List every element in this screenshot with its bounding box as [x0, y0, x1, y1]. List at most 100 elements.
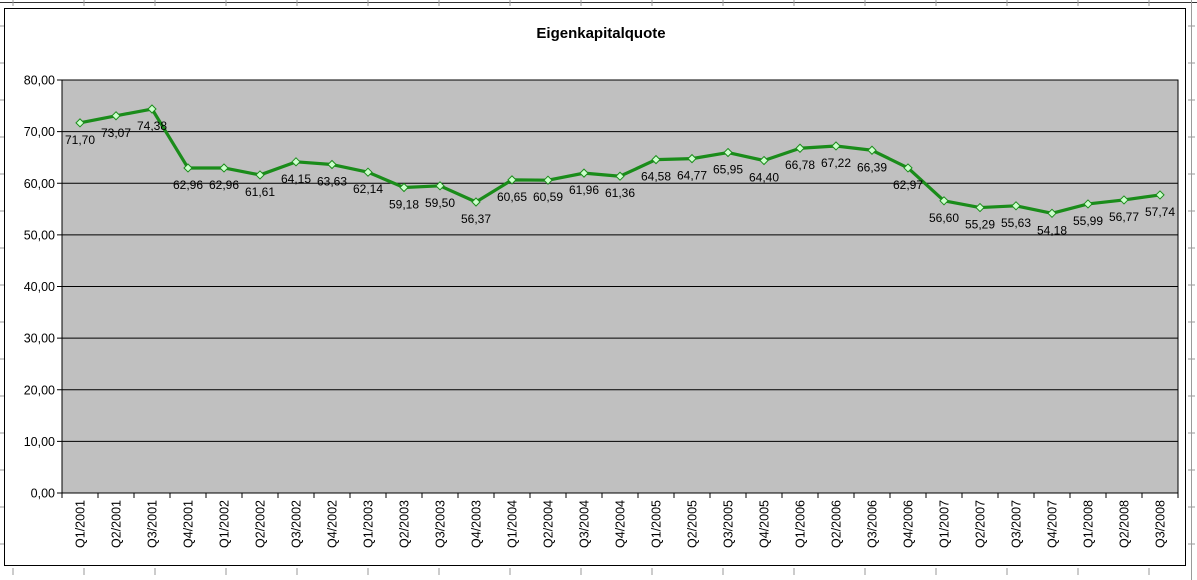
data-point-marker — [327, 159, 337, 170]
x-tick-label: Q3/2004 — [578, 500, 592, 548]
data-point-marker — [687, 153, 697, 164]
data-point-label: 71,70 — [65, 133, 95, 147]
data-point-marker — [1083, 199, 1093, 209]
x-axis: Q1/2001 Q2/2001 Q3/2001 Q4/2001 Q1/2002 Q2/20… — [61, 493, 1179, 548]
data-point-label: 61,61 — [245, 185, 275, 199]
data-point-marker — [759, 155, 769, 166]
data-point-label: 62,96 — [209, 178, 239, 192]
data-point-marker — [903, 163, 913, 173]
x-tick-label: Q1/2006 — [794, 500, 808, 548]
data-point-label: 54,18 — [1037, 223, 1067, 237]
data-point-marker — [435, 181, 445, 191]
x-tick-label: Q3/2008 — [1154, 500, 1168, 548]
x-tick-label: Q4/2005 — [758, 500, 772, 548]
data-point-label: 61,96 — [569, 183, 599, 197]
data-point-marker — [939, 196, 949, 206]
y-axis: 0,00 10,00 20,00 30,00 40,00 50,00 60,00 70,00 8… — [24, 74, 62, 501]
x-tick-label: Q2/2003 — [398, 500, 412, 548]
y-tick-label: 50,00 — [24, 228, 55, 242]
data-point-label: 64,58 — [641, 170, 671, 184]
data-point-label: 61,36 — [605, 186, 635, 200]
data-point-label: 63,63 — [317, 175, 347, 189]
x-tick-label: Q1/2001 — [74, 500, 88, 548]
data-point-marker — [399, 182, 409, 193]
data-point-label: 66,78 — [785, 158, 815, 172]
data-point-marker — [363, 167, 373, 177]
x-tick-label: Q3/2006 — [866, 500, 880, 548]
x-tick-label: Q4/2007 — [1046, 500, 1060, 548]
data-point-marker — [471, 197, 481, 207]
x-tick-label: Q3/2001 — [146, 500, 160, 548]
x-tick-label: Q2/2005 — [686, 500, 700, 548]
data-point-marker — [291, 157, 301, 167]
data-point-label: 62,97 — [893, 178, 923, 192]
data-point-marker — [579, 168, 589, 178]
data-point-label: 65,95 — [713, 163, 743, 177]
data-point-marker — [831, 141, 841, 151]
data-point-marker — [1155, 190, 1165, 200]
data-point-label: 67,22 — [821, 156, 851, 170]
x-tick-label: Q4/2003 — [470, 500, 484, 548]
data-point-label: 55,29 — [965, 218, 995, 232]
data-labels: 71,70 73,07 74,38 62,96 62,96 61,61 64,15 63,63… — [65, 119, 1175, 237]
data-point-marker — [975, 202, 985, 213]
data-point-label: 64,15 — [281, 172, 311, 186]
data-point-marker — [795, 143, 805, 153]
data-point-marker — [507, 175, 517, 185]
data-point-marker — [723, 147, 733, 158]
y-tick-label: 40,00 — [24, 280, 55, 294]
x-tick-label: Q1/2008 — [1082, 500, 1096, 548]
y-tick-label: 10,00 — [24, 435, 55, 449]
series-eigenkapitalquote — [75, 104, 1165, 219]
data-point-marker — [219, 163, 229, 173]
x-tick-label: Q3/2007 — [1010, 500, 1024, 548]
x-tick-label: Q1/2002 — [218, 500, 232, 548]
data-point-label: 55,63 — [1001, 216, 1031, 230]
data-point-label: 57,74 — [1145, 205, 1175, 219]
y-tick-label: 70,00 — [24, 125, 55, 139]
data-point-marker — [183, 163, 193, 173]
x-tick-label: Q1/2007 — [938, 500, 952, 548]
data-point-marker — [651, 154, 661, 165]
data-point-marker — [615, 171, 625, 181]
x-tick-label: Q2/2007 — [974, 500, 988, 548]
data-point-marker — [111, 111, 121, 121]
x-tick-label: Q4/2001 — [182, 500, 196, 548]
x-tick-label: Q1/2005 — [650, 500, 664, 548]
gridlines — [62, 79, 1178, 442]
data-point-marker — [1047, 208, 1057, 219]
x-tick-label: Q4/2002 — [326, 500, 340, 548]
data-point-label: 59,50 — [425, 196, 455, 210]
data-point-label: 59,18 — [389, 197, 419, 211]
x-tick-label: Q3/2002 — [290, 500, 304, 548]
chart-title: Eigenkapitalquote — [536, 25, 665, 42]
x-tick-label: Q1/2003 — [362, 500, 376, 548]
x-tick-label: Q4/2006 — [902, 500, 916, 548]
data-point-label: 64,77 — [677, 169, 707, 183]
x-tick-label: Q2/2008 — [1118, 500, 1132, 548]
x-tick-label: Q2/2006 — [830, 500, 844, 548]
data-point-label: 64,40 — [749, 171, 779, 185]
data-point-label: 73,07 — [101, 126, 131, 140]
data-point-marker — [867, 145, 877, 155]
y-tick-label: 60,00 — [24, 177, 55, 191]
data-point-label: 60,65 — [497, 190, 527, 204]
x-tick-label: Q1/2004 — [506, 500, 520, 548]
data-point-label: 62,96 — [173, 178, 203, 192]
x-tick-label: Q3/2003 — [434, 500, 448, 548]
data-point-marker — [1011, 201, 1021, 211]
data-point-label: 56,60 — [929, 211, 959, 225]
data-point-marker — [1119, 195, 1129, 205]
data-point-marker — [543, 175, 553, 185]
x-tick-label: Q2/2004 — [542, 500, 556, 548]
y-tick-label: 20,00 — [24, 383, 55, 397]
y-tick-label: 30,00 — [24, 332, 55, 346]
x-tick-label: Q4/2004 — [614, 500, 628, 548]
data-point-label: 62,14 — [353, 182, 383, 196]
data-point-marker — [255, 170, 265, 180]
data-point-label: 56,77 — [1109, 210, 1139, 224]
data-point-marker — [75, 118, 85, 128]
